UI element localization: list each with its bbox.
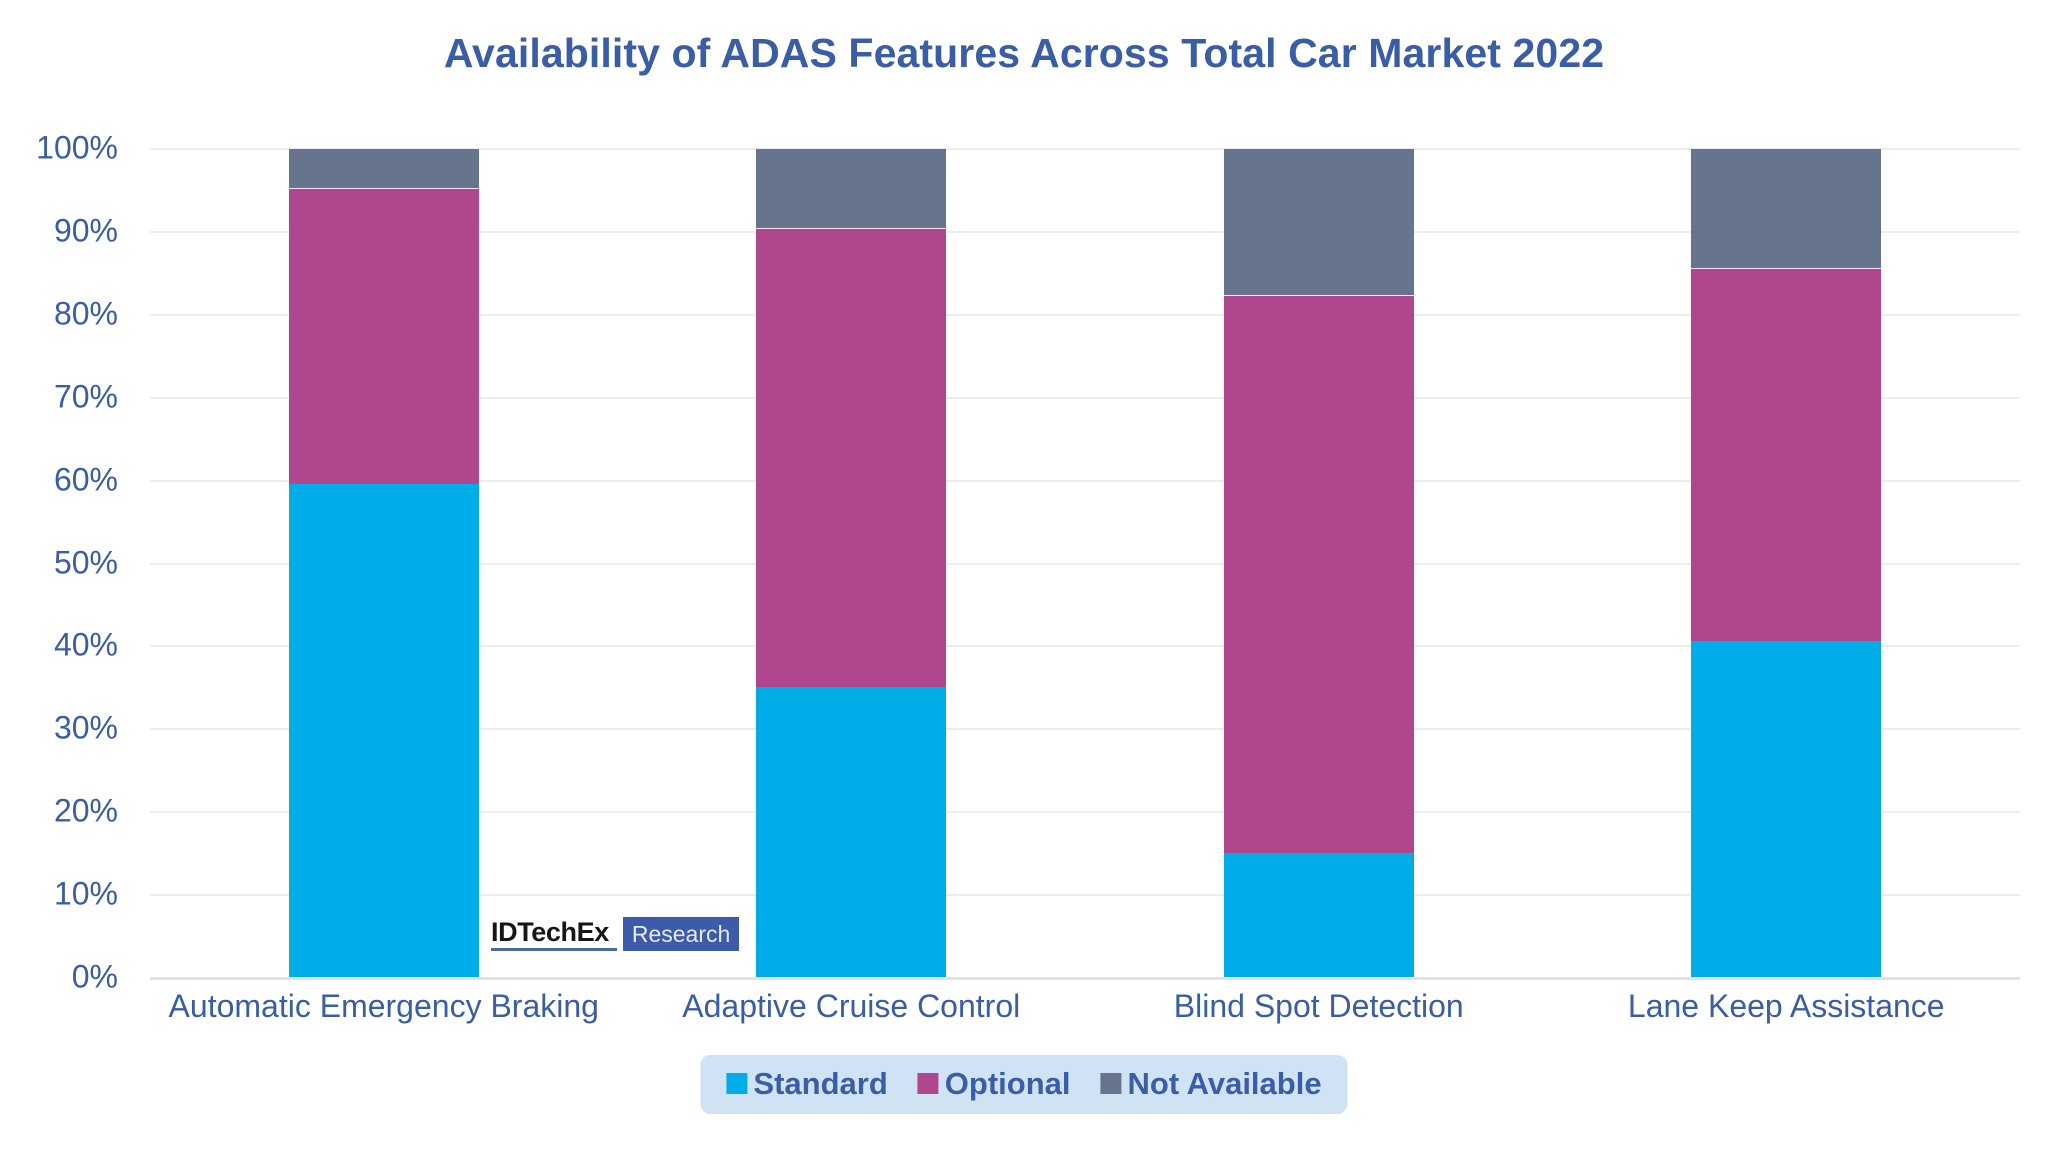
gridline xyxy=(150,313,2020,316)
gridline xyxy=(150,396,2020,399)
x-axis-tick-label: Automatic Emergency Braking xyxy=(168,988,599,1024)
stacked-bar[interactable] xyxy=(288,148,479,977)
y-axis-tick-label: 10% xyxy=(53,875,118,912)
watermark-product: Research xyxy=(622,917,740,951)
bar-segment-optional[interactable] xyxy=(756,227,947,687)
legend-label: Optional xyxy=(944,1066,1071,1101)
legend-item-standard[interactable]: Standard xyxy=(726,1066,888,1101)
stacked-bar[interactable] xyxy=(756,148,947,977)
y-axis-tick-label: 80% xyxy=(53,295,118,332)
chart-legend: Standard Optional Not Available xyxy=(700,1055,1348,1114)
bar-segment-optional[interactable] xyxy=(288,187,479,485)
gridline xyxy=(150,645,2020,648)
stacked-bar[interactable] xyxy=(1691,148,1882,977)
bars-layer xyxy=(150,148,2020,977)
legend-swatch-icon xyxy=(917,1073,939,1094)
legend-swatch-icon xyxy=(726,1073,748,1094)
x-axis-tick-label: Blind Spot Detection xyxy=(1173,988,1464,1024)
y-axis-tick-label: 0% xyxy=(71,958,118,995)
bar-segment-not-available[interactable] xyxy=(1691,148,1882,269)
bar-segment-not-available[interactable] xyxy=(1223,148,1414,295)
gridline xyxy=(150,894,2020,897)
y-axis-tick-label: 40% xyxy=(53,626,118,663)
y-axis-tick-label: 50% xyxy=(53,544,118,580)
chart-title: Availability of ADAS Features Across Tot… xyxy=(443,30,1605,76)
gridline xyxy=(150,562,2020,565)
bar-group[interactable] xyxy=(288,148,479,977)
bar-group[interactable] xyxy=(756,148,947,977)
gridline xyxy=(150,479,2020,482)
y-axis-tick-label: 70% xyxy=(53,378,118,415)
bar-segment-standard[interactable] xyxy=(1691,641,1882,977)
bar-segment-not-available[interactable] xyxy=(756,148,947,228)
y-axis: 0% 10% 20% 30% 40% 50% 60% 70% 80% 90% 100% xyxy=(0,130,130,995)
x-axis-tick-label: Lane Keep Assistance xyxy=(1627,988,1945,1024)
bar-segment-not-available[interactable] xyxy=(288,148,479,188)
gridline xyxy=(150,977,2020,980)
y-axis-tick-label: 30% xyxy=(53,709,118,746)
legend-item-optional[interactable]: Optional xyxy=(917,1066,1071,1101)
bar-group[interactable] xyxy=(1691,148,1882,977)
watermark-brand: IDTechEx xyxy=(491,917,617,951)
bar-segment-standard[interactable] xyxy=(288,484,479,977)
y-axis-tick-label: 60% xyxy=(53,461,118,498)
bar-segment-standard[interactable] xyxy=(756,686,947,977)
legend-item-not-available[interactable]: Not Available xyxy=(1100,1066,1322,1101)
bar-group[interactable] xyxy=(1223,148,1414,977)
x-axis-tick-label: Adaptive Cruise Control xyxy=(682,988,1021,1024)
stacked-bar[interactable] xyxy=(1223,148,1414,977)
gridline xyxy=(150,811,2020,814)
y-axis-tick-label: 20% xyxy=(53,792,118,829)
y-axis-tick-label: 100% xyxy=(36,129,118,166)
y-axis-tick-label: 90% xyxy=(53,212,118,249)
bar-segment-optional[interactable] xyxy=(1223,294,1414,853)
legend-label: Standard xyxy=(753,1066,888,1101)
watermark-idtechex-research: IDTechEx Research xyxy=(491,917,740,951)
gridline xyxy=(150,148,2020,150)
x-axis: Automatic Emergency Braking Adaptive Crui… xyxy=(150,988,2020,1034)
legend-swatch-icon xyxy=(1100,1073,1122,1094)
bar-segment-standard[interactable] xyxy=(1223,852,1414,977)
gridline xyxy=(150,230,2020,233)
plot-area xyxy=(150,148,2020,980)
bar-segment-optional[interactable] xyxy=(1691,268,1882,642)
legend-label: Not Available xyxy=(1127,1066,1322,1101)
gridline xyxy=(150,728,2020,731)
